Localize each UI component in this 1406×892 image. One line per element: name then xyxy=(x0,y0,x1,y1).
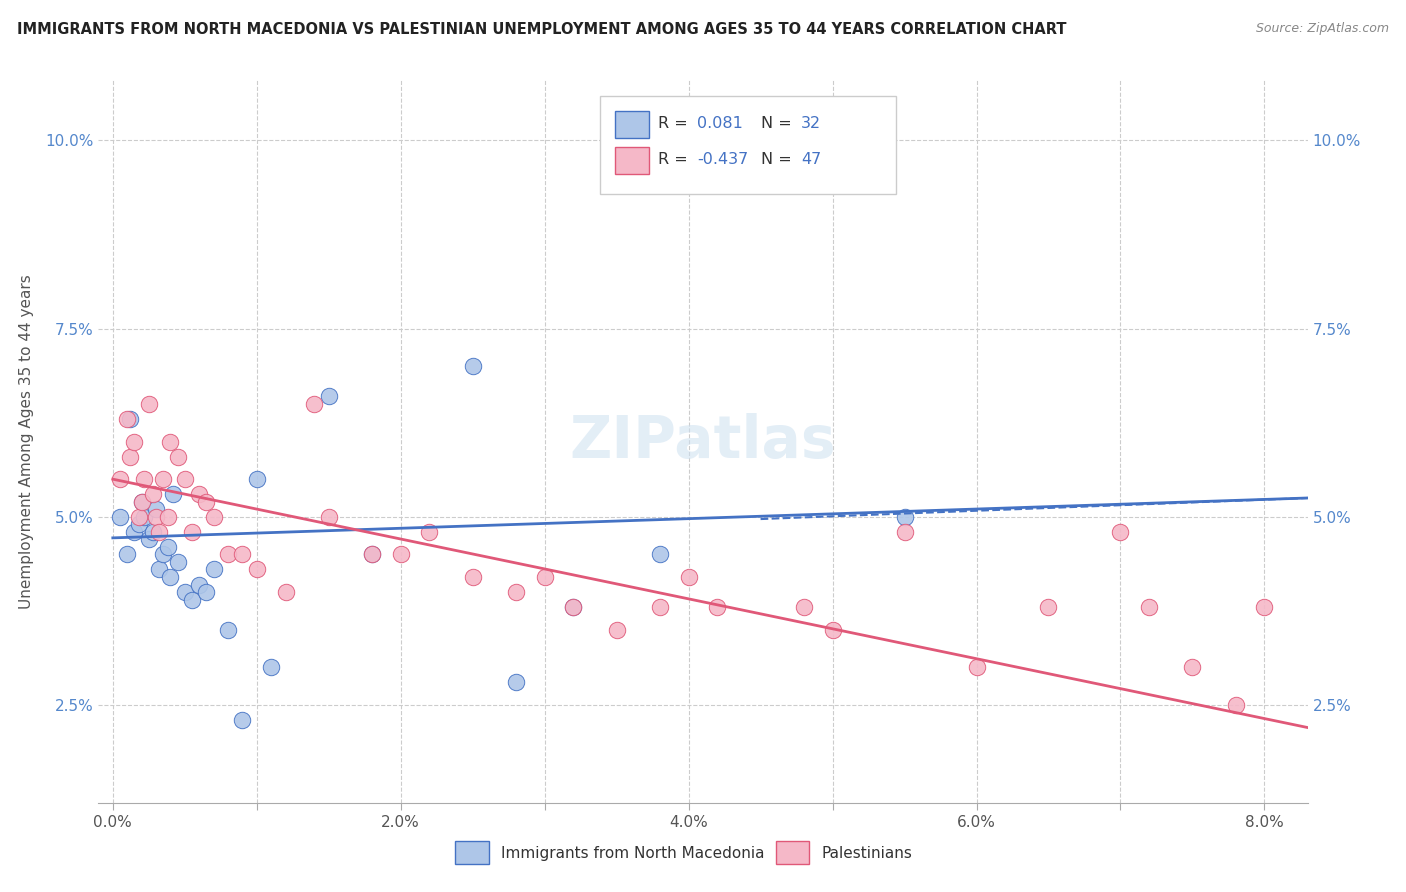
Point xyxy=(274,585,297,599)
Point xyxy=(181,592,204,607)
Point xyxy=(418,524,440,539)
FancyBboxPatch shape xyxy=(600,96,897,194)
Point xyxy=(318,509,340,524)
Point xyxy=(159,434,181,449)
Point xyxy=(1137,600,1160,615)
Point xyxy=(120,412,142,426)
Point xyxy=(1181,660,1204,674)
Text: -0.437: -0.437 xyxy=(697,153,748,168)
Point xyxy=(533,570,555,584)
Text: 0.081: 0.081 xyxy=(697,116,742,131)
Point xyxy=(562,600,585,615)
Point xyxy=(821,623,844,637)
Point xyxy=(138,533,160,547)
Point xyxy=(1225,698,1247,712)
Point xyxy=(1038,600,1060,615)
Point xyxy=(195,494,218,508)
Y-axis label: Unemployment Among Ages 35 to 44 years: Unemployment Among Ages 35 to 44 years xyxy=(20,274,34,609)
Point xyxy=(131,494,153,508)
Point xyxy=(188,487,211,501)
FancyBboxPatch shape xyxy=(456,841,489,864)
Point xyxy=(389,548,412,562)
Point xyxy=(156,540,179,554)
Point xyxy=(134,472,156,486)
Point xyxy=(120,450,142,464)
Point xyxy=(1253,600,1275,615)
Point xyxy=(152,472,174,486)
Point xyxy=(142,487,165,501)
Point xyxy=(304,397,326,411)
Point xyxy=(162,487,184,501)
Point xyxy=(706,600,728,615)
Point xyxy=(181,524,204,539)
Point xyxy=(188,577,211,591)
Point xyxy=(138,397,160,411)
Point xyxy=(461,570,484,584)
Point xyxy=(231,548,253,562)
Text: 47: 47 xyxy=(801,153,821,168)
Point xyxy=(648,600,671,615)
Point xyxy=(173,585,195,599)
Point xyxy=(195,585,218,599)
Point xyxy=(148,562,170,576)
Point xyxy=(156,509,179,524)
Point xyxy=(152,548,174,562)
Point xyxy=(246,562,269,576)
FancyBboxPatch shape xyxy=(614,111,648,138)
Point xyxy=(893,524,915,539)
Point xyxy=(115,412,138,426)
Point xyxy=(202,562,225,576)
Point xyxy=(793,600,815,615)
Point xyxy=(217,548,239,562)
Point xyxy=(217,623,239,637)
Point xyxy=(173,472,195,486)
Point xyxy=(231,713,253,727)
Point xyxy=(505,675,527,690)
Text: 32: 32 xyxy=(801,116,821,131)
Text: N =: N = xyxy=(761,153,797,168)
Point xyxy=(128,517,150,532)
FancyBboxPatch shape xyxy=(614,147,648,174)
Text: R =: R = xyxy=(658,116,693,131)
Point xyxy=(115,548,138,562)
Point xyxy=(361,548,384,562)
Point xyxy=(461,359,484,374)
Point xyxy=(966,660,988,674)
Point xyxy=(142,524,165,539)
Text: R =: R = xyxy=(658,153,693,168)
Text: IMMIGRANTS FROM NORTH MACEDONIA VS PALESTINIAN UNEMPLOYMENT AMONG AGES 35 TO 44 : IMMIGRANTS FROM NORTH MACEDONIA VS PALES… xyxy=(17,22,1066,37)
Point xyxy=(361,548,384,562)
Text: Source: ZipAtlas.com: Source: ZipAtlas.com xyxy=(1256,22,1389,36)
FancyBboxPatch shape xyxy=(776,841,810,864)
Point xyxy=(562,600,585,615)
Point xyxy=(159,570,181,584)
Point xyxy=(145,509,167,524)
Point xyxy=(108,472,131,486)
Text: ZIPatlas: ZIPatlas xyxy=(569,413,837,470)
Point xyxy=(145,502,167,516)
Point xyxy=(166,450,188,464)
Text: Immigrants from North Macedonia: Immigrants from North Macedonia xyxy=(501,846,765,861)
Text: Palestinians: Palestinians xyxy=(821,846,912,861)
Point xyxy=(505,585,527,599)
Point xyxy=(202,509,225,524)
Point xyxy=(648,548,671,562)
Point xyxy=(318,389,340,403)
Point xyxy=(1109,524,1132,539)
Point xyxy=(124,524,146,539)
Text: N =: N = xyxy=(761,116,797,131)
Point xyxy=(893,509,915,524)
Point xyxy=(134,509,156,524)
Point xyxy=(606,623,628,637)
Point xyxy=(260,660,283,674)
Point xyxy=(166,555,188,569)
Point xyxy=(124,434,146,449)
Point xyxy=(128,509,150,524)
Point xyxy=(131,494,153,508)
Point xyxy=(108,509,131,524)
Point xyxy=(148,524,170,539)
Point xyxy=(246,472,269,486)
Point xyxy=(678,570,700,584)
